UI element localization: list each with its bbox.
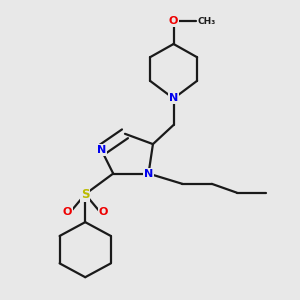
Text: O: O [99,207,108,217]
Text: CH₃: CH₃ [197,16,215,26]
Text: N: N [169,94,178,103]
Text: O: O [169,16,178,26]
Text: S: S [81,188,89,201]
Text: N: N [97,145,106,155]
Text: O: O [62,207,72,217]
Text: N: N [144,169,153,178]
